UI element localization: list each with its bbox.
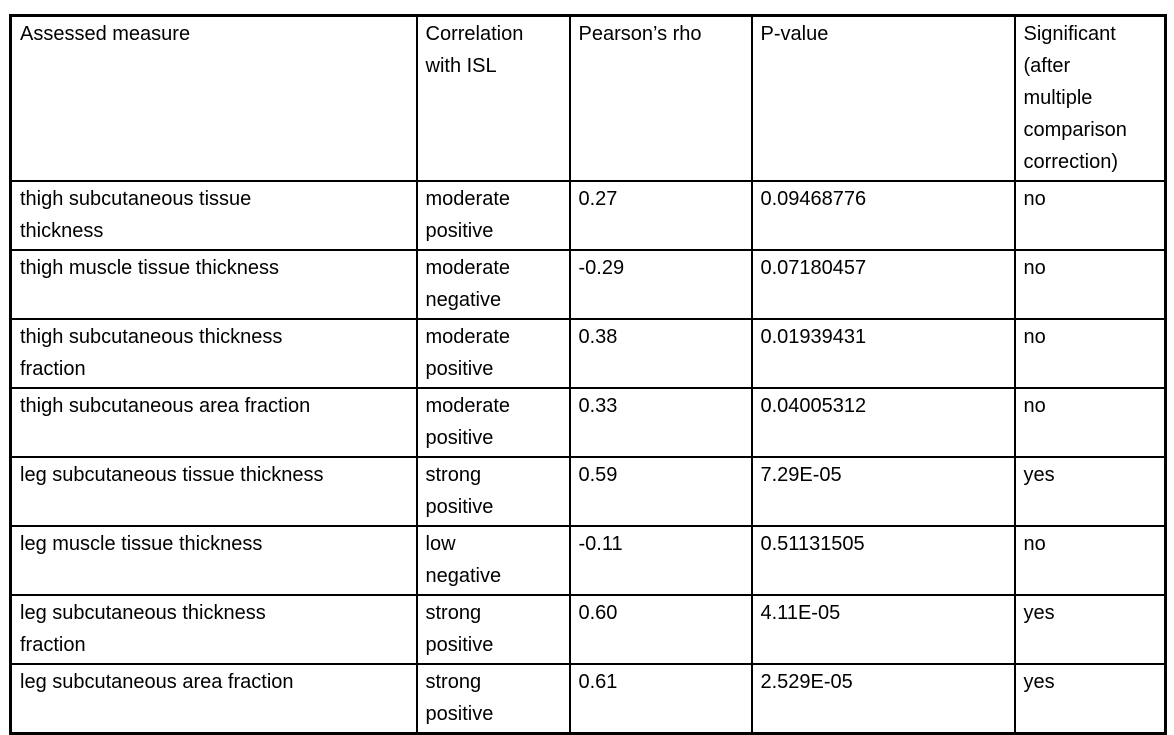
cell-correlation: moderate positive bbox=[415, 180, 571, 251]
cell-rho: 0.38 bbox=[568, 318, 753, 389]
column-header-assessed-measure: Assessed measure bbox=[9, 14, 418, 182]
correlation-results-table-container: Assessed measure Correlation with ISL Pe… bbox=[9, 14, 1167, 735]
cell-measure: leg subcutaneous tissue thickness bbox=[9, 456, 418, 527]
cell-rho: 0.27 bbox=[568, 180, 753, 251]
correlation-results-table: Assessed measure Correlation with ISL Pe… bbox=[9, 14, 1167, 735]
cell-p-value: 0.51131505 bbox=[750, 525, 1016, 596]
cell-p-value: 0.01939431 bbox=[750, 318, 1016, 389]
cell-p-value: 0.09468776 bbox=[750, 180, 1016, 251]
cell-significant: yes bbox=[1013, 663, 1167, 735]
table-row: leg muscle tissue thickness low negative… bbox=[9, 525, 1167, 596]
table-row: thigh subcutaneous thickness fraction mo… bbox=[9, 318, 1167, 389]
table-header-row: Assessed measure Correlation with ISL Pe… bbox=[9, 14, 1167, 182]
cell-correlation: low negative bbox=[415, 525, 571, 596]
cell-p-value: 2.529E-05 bbox=[750, 663, 1016, 735]
column-header-correlation-with-isl: Correlation with ISL bbox=[415, 14, 571, 182]
cell-rho: -0.11 bbox=[568, 525, 753, 596]
cell-correlation: moderate negative bbox=[415, 249, 571, 320]
table-row: thigh subcutaneous tissue thickness mode… bbox=[9, 180, 1167, 251]
table-row: leg subcutaneous thickness fraction stro… bbox=[9, 594, 1167, 665]
cell-measure: leg subcutaneous thickness fraction bbox=[9, 594, 418, 665]
cell-measure: thigh muscle tissue thickness bbox=[9, 249, 418, 320]
header-row: Assessed measure Correlation with ISL Pe… bbox=[9, 14, 1167, 182]
cell-measure: thigh subcutaneous area fraction bbox=[9, 387, 418, 458]
table-row: leg subcutaneous area fraction strong po… bbox=[9, 663, 1167, 735]
column-header-pearsons-rho: Pearson’s rho bbox=[568, 14, 753, 182]
cell-significant: no bbox=[1013, 180, 1167, 251]
cell-correlation: moderate positive bbox=[415, 318, 571, 389]
cell-p-value: 0.04005312 bbox=[750, 387, 1016, 458]
cell-significant: no bbox=[1013, 249, 1167, 320]
table-row: thigh subcutaneous area fraction moderat… bbox=[9, 387, 1167, 458]
cell-significant: no bbox=[1013, 318, 1167, 389]
cell-significant: no bbox=[1013, 525, 1167, 596]
cell-p-value: 0.07180457 bbox=[750, 249, 1016, 320]
cell-measure: leg subcutaneous area fraction bbox=[9, 663, 418, 735]
cell-correlation: strong positive bbox=[415, 594, 571, 665]
cell-p-value: 4.11E-05 bbox=[750, 594, 1016, 665]
column-header-p-value: P-value bbox=[750, 14, 1016, 182]
cell-rho: 0.61 bbox=[568, 663, 753, 735]
cell-measure: leg muscle tissue thickness bbox=[9, 525, 418, 596]
cell-correlation: moderate positive bbox=[415, 387, 571, 458]
cell-significant: yes bbox=[1013, 594, 1167, 665]
cell-correlation: strong positive bbox=[415, 456, 571, 527]
cell-p-value: 7.29E-05 bbox=[750, 456, 1016, 527]
table-row: leg subcutaneous tissue thickness strong… bbox=[9, 456, 1167, 527]
cell-correlation: strong positive bbox=[415, 663, 571, 735]
cell-rho: 0.59 bbox=[568, 456, 753, 527]
cell-measure: thigh subcutaneous tissue thickness bbox=[9, 180, 418, 251]
cell-measure: thigh subcutaneous thickness fraction bbox=[9, 318, 418, 389]
cell-rho: 0.60 bbox=[568, 594, 753, 665]
table-body: thigh subcutaneous tissue thickness mode… bbox=[9, 180, 1167, 735]
cell-significant: yes bbox=[1013, 456, 1167, 527]
column-header-significant: Significant (after multiple comparison c… bbox=[1013, 14, 1167, 182]
cell-significant: no bbox=[1013, 387, 1167, 458]
table-row: thigh muscle tissue thickness moderate n… bbox=[9, 249, 1167, 320]
cell-rho: 0.33 bbox=[568, 387, 753, 458]
cell-rho: -0.29 bbox=[568, 249, 753, 320]
